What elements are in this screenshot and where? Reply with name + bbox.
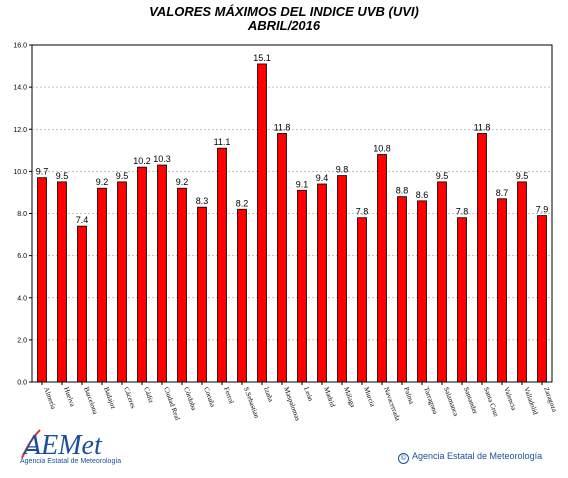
x-tick-label: Ferrol (222, 386, 235, 405)
x-tick-label: Cádiz (142, 386, 155, 404)
y-tick-label: 4.0 (17, 295, 27, 302)
value-label: 8.3 (196, 196, 209, 206)
bar (337, 175, 347, 383)
x-tick-label: Córdoba (182, 386, 198, 412)
bar (97, 187, 107, 383)
value-label: 15.1 (253, 53, 271, 63)
x-tick-label: Almería (42, 386, 58, 411)
value-labels: 9.7 9.5 7.4 9.2 9.5 10.2 10.3 9.2 8.3 11.1 8.2 15.1… (36, 53, 549, 225)
bar (297, 189, 307, 383)
value-label: 9.4 (316, 173, 329, 183)
y-tick-labels: 0.0 2.0 4.0 6.0 8.0 10.0 12.0 14.0 16.0 (13, 43, 27, 387)
x-tick-label: Palma (402, 386, 416, 406)
x-tick-label: Murcia (362, 386, 377, 409)
bar (217, 147, 227, 383)
value-label: 7.4 (76, 215, 89, 225)
value-label: 9.8 (336, 165, 349, 175)
value-label: 9.5 (436, 171, 449, 181)
x-tick-label: León (302, 386, 315, 403)
x-tick-labels: Almería Huelva Barcelona Badajoz Cáceres Cádi… (41, 382, 559, 423)
value-label: 9.5 (116, 171, 129, 181)
value-label: 7.9 (536, 205, 549, 215)
value-label: 9.1 (296, 179, 309, 189)
x-tick-label: Zaragoza (542, 386, 559, 414)
value-label: 9.5 (516, 171, 529, 181)
y-tick-label: 6.0 (17, 253, 27, 260)
footer-text: Agencia Estatal de Meteorología (412, 451, 543, 461)
x-tick-label: Valladolid (522, 386, 540, 416)
value-label: 10.2 (133, 156, 151, 166)
bar (257, 63, 267, 383)
value-label: 11.8 (474, 122, 491, 132)
x-tick-label: S.Sebastian (242, 386, 261, 420)
y-tick-label: 2.0 (17, 337, 27, 344)
value-label: 8.6 (416, 190, 429, 200)
aemet-logo: AEMet (21, 429, 103, 461)
value-label: 11.8 (274, 122, 291, 132)
copyright-icon: © (398, 453, 409, 464)
y-tick-label: 0.0 (17, 380, 27, 387)
value-label: 9.7 (36, 167, 49, 177)
x-tick-label: Tarragona (422, 386, 439, 416)
y-tick-label: 16.0 (13, 43, 27, 50)
x-tick-label: Málaga (342, 386, 357, 409)
bar (517, 181, 527, 383)
bar (437, 181, 447, 383)
chart-subtitle: ABRIL/2016 (247, 18, 321, 33)
bar (317, 183, 327, 383)
bar (177, 187, 187, 383)
value-label: 8.2 (236, 198, 249, 208)
y-tick-label: 8.0 (17, 211, 27, 218)
x-tick-label: Madrid (322, 386, 337, 409)
bar (417, 200, 427, 383)
logo-text: AEMet (22, 430, 103, 461)
bar (157, 164, 167, 383)
x-tick-label: Coruña (202, 386, 217, 409)
x-tick-label: Navacerrada (382, 386, 402, 423)
bar (237, 208, 247, 383)
value-label: 11.1 (214, 137, 231, 147)
value-label: 10.3 (153, 154, 171, 164)
x-tick-label: Santander (462, 386, 479, 416)
value-label: 7.8 (456, 207, 469, 217)
bar (37, 177, 47, 383)
x-tick-label: Maspalomas (282, 386, 302, 422)
value-label: 9.2 (96, 177, 109, 187)
y-tick-label: 10.0 (13, 169, 27, 176)
bar (537, 215, 547, 383)
value-label: 8.8 (396, 186, 409, 196)
bar (197, 206, 207, 383)
logo-subtext: Agencia Estatal de Meteorología (20, 458, 122, 465)
x-tick-label: Santa Cruz (482, 386, 500, 418)
y-tick-label: 14.0 (13, 85, 27, 92)
x-tick-label: Badajoz (102, 386, 117, 410)
bar (457, 217, 467, 383)
bar (77, 225, 87, 383)
bar (117, 181, 127, 383)
value-label: 9.5 (56, 171, 69, 181)
footer-credit: © Agencia Estatal de Meteorología (398, 451, 542, 464)
y-tick-label: 12.0 (13, 127, 27, 134)
bar (477, 133, 487, 383)
x-tick-label: Valencia (502, 386, 518, 412)
bar (497, 198, 507, 383)
bar (377, 154, 387, 383)
value-label: 7.8 (356, 207, 369, 217)
value-label: 8.7 (496, 188, 509, 198)
x-tick-label: Barcelona (82, 386, 100, 416)
x-tick-label: Salamanca (442, 386, 460, 418)
bar (277, 133, 287, 383)
x-tick-label: Ciudad Real (162, 386, 181, 421)
x-tick-label: Cáceres (122, 386, 137, 410)
bar (57, 181, 67, 383)
chart-title: VALORES MÁXIMOS DEL INDICE UVB (UVI) (149, 4, 419, 19)
value-label: 9.2 (176, 177, 189, 187)
bar (137, 166, 147, 383)
bar (357, 217, 367, 383)
value-label: 10.8 (373, 144, 391, 154)
bar (397, 196, 407, 383)
x-tick-label: Huelva (62, 386, 77, 409)
x-tick-label: Izaña (262, 386, 275, 404)
